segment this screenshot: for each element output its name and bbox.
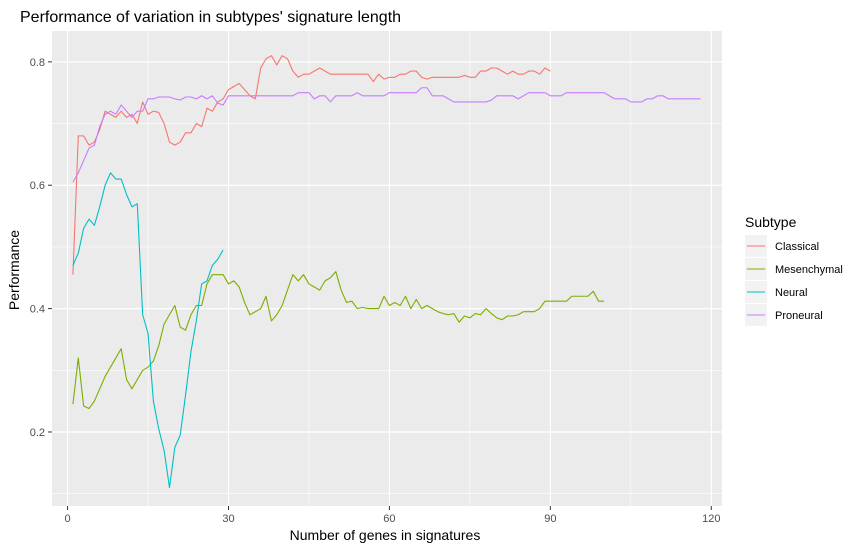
y-axis: 0.2 0.4 0.6 0.8 bbox=[30, 57, 52, 439]
y-tick-label: 0.8 bbox=[30, 57, 45, 69]
legend-label: Neural bbox=[775, 287, 807, 299]
series-line-proneural bbox=[72, 87, 701, 183]
x-axis: 0 30 60 90 120 bbox=[64, 506, 720, 525]
x-axis-title: Number of genes in signatures bbox=[290, 527, 481, 543]
y-axis-title: Performance bbox=[6, 230, 22, 310]
x-tick-label: 60 bbox=[383, 513, 395, 525]
y-tick-label: 0.4 bbox=[30, 304, 45, 316]
x-tick-label: 90 bbox=[544, 513, 556, 525]
series-line-classical bbox=[72, 55, 551, 275]
series-lines bbox=[72, 55, 701, 489]
y-tick-label: 0.6 bbox=[30, 180, 45, 192]
legend-label: Classical bbox=[775, 241, 819, 253]
major-gridlines bbox=[52, 31, 722, 506]
x-tick-label: 120 bbox=[702, 513, 720, 525]
plot-panel bbox=[52, 31, 722, 506]
legend-label: Proneural bbox=[775, 310, 823, 322]
x-tick-label: 0 bbox=[64, 513, 70, 525]
y-tick-label: 0.2 bbox=[30, 427, 45, 439]
legend-label: Mesenchymal bbox=[775, 264, 843, 276]
series-line-mesenchymal bbox=[72, 271, 604, 410]
series-line-neural bbox=[72, 172, 224, 489]
legend: Subtype Classical Mesenchymal Neural Proneu… bbox=[745, 214, 843, 326]
legend-title: Subtype bbox=[745, 214, 797, 230]
x-tick-label: 30 bbox=[222, 513, 234, 525]
chart-title: Performance of variation in subtypes' si… bbox=[20, 9, 401, 26]
minor-gridlines bbox=[52, 31, 722, 506]
